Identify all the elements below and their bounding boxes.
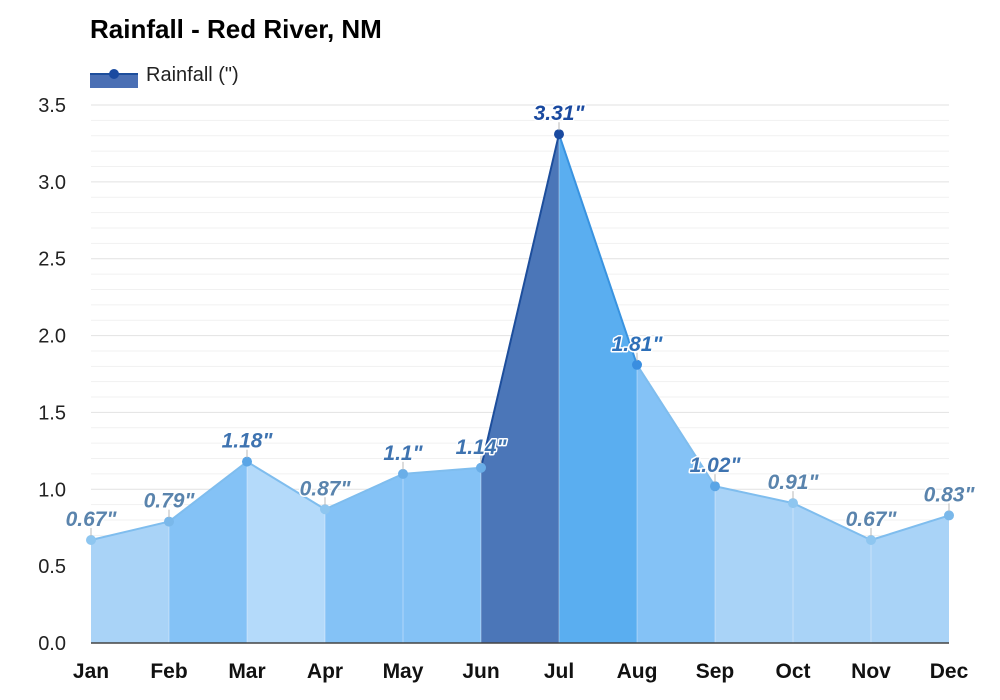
series-line-segment [402,466,482,475]
data-label: 3.31" [534,102,586,125]
series-line-segment [636,364,716,487]
y-tick-label: 1.0 [38,479,66,501]
series-line [90,133,950,541]
data-point [164,516,174,527]
area-segment [559,134,637,643]
data-point [242,456,252,467]
y-tick-label: 2.5 [38,249,66,271]
data-label: 0.83" [924,483,976,506]
area-segment [247,461,325,643]
area-segment [325,473,403,643]
data-point [788,498,798,509]
series-line-segment [480,133,560,468]
chart-title: Rainfall - Red River, NM [90,14,382,44]
data-point [398,468,408,479]
y-tick-label: 1.5 [38,402,66,424]
data-label: 0.91" [768,471,820,494]
data-points [86,129,954,546]
data-point [554,129,564,140]
data-labels: 0.67" 0.79" 1.18" 0.87" 1.1" 1.14" 3.31" 1.81" 1… [64,101,977,537]
x-tick-label: Apr [307,660,343,683]
data-point [944,510,954,521]
series-line-segment [792,502,872,541]
series-line-segment [870,514,950,541]
series-line-segment [558,133,638,366]
data-point [710,481,720,492]
y-tick-label: 0.5 [38,556,66,578]
legend-label: Rainfall (") [146,63,239,86]
data-label: 0.67" [66,508,118,531]
series-line-segment [714,485,794,505]
data-point [86,535,96,546]
legend-swatch-icon [90,69,138,88]
area-segment [91,521,169,643]
data-label: 0.67" [846,508,898,531]
x-tick-label: Oct [775,660,810,683]
data-label: 1.02" [690,454,742,477]
series-line-segment [246,460,326,511]
x-tick-label: Sep [696,660,735,683]
y-tick-label: 3.0 [38,172,66,194]
area-segment [793,503,871,643]
x-tick-label: Jul [544,660,574,683]
y-tick-label: 0.0 [38,633,66,655]
area-segment [481,134,559,643]
x-tick-label: Jun [462,660,499,683]
legend[interactable]: Rainfall (") [90,62,239,88]
data-label: 1.81" [612,333,664,356]
data-point [476,462,486,473]
area-segment [715,486,793,643]
x-tick-label: Jan [73,660,109,683]
y-tick-label: 2.0 [38,326,66,348]
area-segment [403,467,481,643]
x-tick-label: Nov [851,660,891,683]
area-segment [871,515,949,643]
axes: 0.0 0.5 1.0 1.5 2.0 2.5 3.0 3.5 Jan Feb Mar Apr May J… [38,95,968,683]
data-point [320,504,330,515]
data-label: 1.18" [222,430,274,453]
area-segments [91,134,949,643]
x-tick-label: Feb [150,660,187,683]
area-segment [637,364,715,643]
series-line-segment [324,473,404,511]
y-tick-label: 3.5 [38,95,66,117]
x-tick-label: May [383,660,424,683]
data-label: 1.1" [383,442,423,465]
data-label: 1.14" [456,436,508,459]
x-tick-label: Aug [617,660,658,683]
x-tick-label: Dec [930,660,969,683]
series-line-segment [90,520,170,541]
series-line-segment [168,460,248,523]
data-point [866,535,876,546]
data-label: 0.79" [144,490,196,513]
x-tick-label: Mar [228,660,265,683]
data-point [632,359,642,370]
data-label: 0.87" [300,477,352,500]
